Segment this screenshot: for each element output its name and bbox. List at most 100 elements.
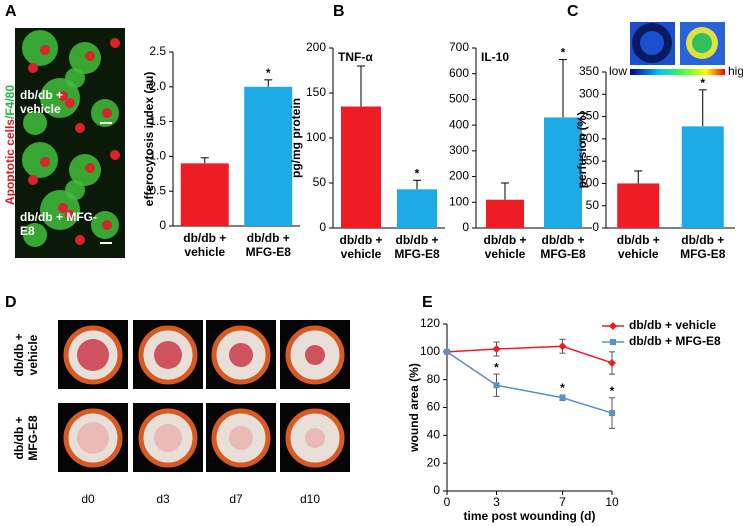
apoptotic-cell [102, 108, 112, 118]
significance-mark: * [266, 66, 271, 80]
y-tick-label: 1.0 [149, 149, 166, 163]
x-tick-label: 10 [605, 495, 619, 509]
stain-green: /F4/80 [3, 85, 17, 119]
image-detail [632, 23, 672, 63]
y-tick-label: 0.5 [149, 183, 166, 197]
x-tick-label-box: db/db + MFG-E8 [246, 231, 291, 259]
cell [69, 154, 101, 186]
bar [397, 189, 437, 228]
apoptotic-cell [102, 220, 112, 230]
point [444, 348, 450, 355]
series-line [446, 345, 613, 364]
chart-title: IL-10 [481, 50, 509, 64]
y-axis-label: efferocytosis index (au) [142, 72, 156, 207]
apoptotic-cell [85, 51, 95, 61]
cell [65, 180, 85, 200]
apoptotic-cell [75, 123, 85, 133]
bar [681, 126, 724, 228]
y-tick-label: 20 [427, 455, 441, 469]
y-tick-label: 100 [579, 176, 599, 190]
bar [180, 163, 229, 226]
image-detail [692, 33, 712, 53]
y-tick-label: 2.5 [149, 44, 166, 58]
column-label: d0 [81, 492, 95, 506]
x-tick-label: db/db + vehicle [616, 233, 660, 261]
cell [22, 142, 58, 178]
scale-low: low [609, 64, 627, 78]
point [492, 345, 501, 354]
x-tick-label-box: db/db + MFG-E8 [540, 233, 585, 261]
x-tick-label-box: db/db + vehicle [340, 233, 383, 261]
y-tick-label: 0 [159, 218, 166, 232]
column-label: d10 [300, 492, 320, 506]
y-tick-label: 150 [579, 153, 599, 167]
point [558, 342, 567, 351]
y-tick-label: 300 [449, 143, 469, 157]
x-tick-label-box: db/db + vehicle [183, 231, 227, 259]
color-scale [630, 69, 725, 75]
y-tick-label: 150 [306, 85, 326, 99]
y-tick-label: 0 [592, 220, 599, 234]
x-tick-label-box: db/db + MFG-E8 [394, 233, 439, 261]
y-tick-label: 50 [586, 198, 600, 212]
panel-label: E [422, 294, 433, 311]
wound [305, 345, 325, 365]
bar [244, 86, 293, 226]
significance-mark: * [700, 76, 705, 90]
x-tick-label: db/db + vehicle [483, 233, 527, 261]
image-label: db/db + vehicle [20, 88, 63, 116]
legend-label: db/db + MFG-E8 [629, 334, 721, 348]
apoptotic-cell [40, 45, 50, 55]
x-tick-label-box: db/db + vehicle [483, 233, 527, 261]
y-tick-label: 80 [427, 372, 441, 386]
wound [305, 428, 325, 448]
apoptotic-cell [110, 150, 120, 160]
image-label-box: db/db + MFG-E8 [20, 210, 97, 238]
significance-mark: * [494, 360, 499, 374]
y-axis-label: perfusion (%) [575, 112, 589, 189]
wound [154, 341, 182, 369]
image-label-box: db/db + vehicle [20, 88, 63, 116]
y-tick-label: 250 [579, 109, 599, 123]
panel-label: A [5, 3, 17, 20]
legend-marker [610, 339, 616, 345]
x-tick-label: db/db + vehicle [183, 231, 227, 259]
y-tick-label: 100 [449, 194, 469, 208]
row-label: db/db + vehicle [12, 333, 40, 377]
apoptotic-cell [58, 91, 68, 101]
wound [154, 424, 182, 452]
x-tick-label: 3 [493, 495, 500, 509]
significance-mark: * [610, 384, 615, 398]
significance-mark: * [415, 166, 420, 180]
y-tick-label: 350 [579, 64, 599, 78]
scale-high: high [728, 64, 743, 78]
cell [23, 223, 47, 247]
y-tick-label: 0 [433, 483, 440, 497]
apoptotic-cell [110, 38, 120, 48]
point [559, 394, 566, 401]
y-tick-label: 0 [319, 220, 326, 234]
x-tick-label: 7 [559, 495, 566, 509]
y-tick-label: 200 [306, 40, 326, 54]
image-label: db/db + MFG-E8 [20, 210, 97, 238]
apoptotic-cell [85, 163, 95, 173]
cell [69, 42, 101, 74]
y-tick-label: 300 [579, 86, 599, 100]
chart-title: TNF-α [338, 50, 373, 64]
y-tick-label: 200 [449, 169, 469, 183]
series-line [446, 351, 613, 414]
row-label-box: db/db + MFG-E8 [12, 415, 40, 460]
y-tick-label: 120 [420, 316, 440, 330]
stain-label: Apoptotic cells/F4/80 [3, 85, 17, 205]
bar [341, 106, 381, 228]
wound [229, 343, 253, 367]
wound [229, 426, 253, 450]
y-tick-label: 50 [313, 175, 327, 189]
y-tick-label: 1.5 [149, 114, 166, 128]
cell [65, 68, 85, 88]
legend-label: db/db + vehicle [629, 318, 716, 332]
point [609, 410, 615, 417]
significance-mark: * [560, 381, 565, 395]
